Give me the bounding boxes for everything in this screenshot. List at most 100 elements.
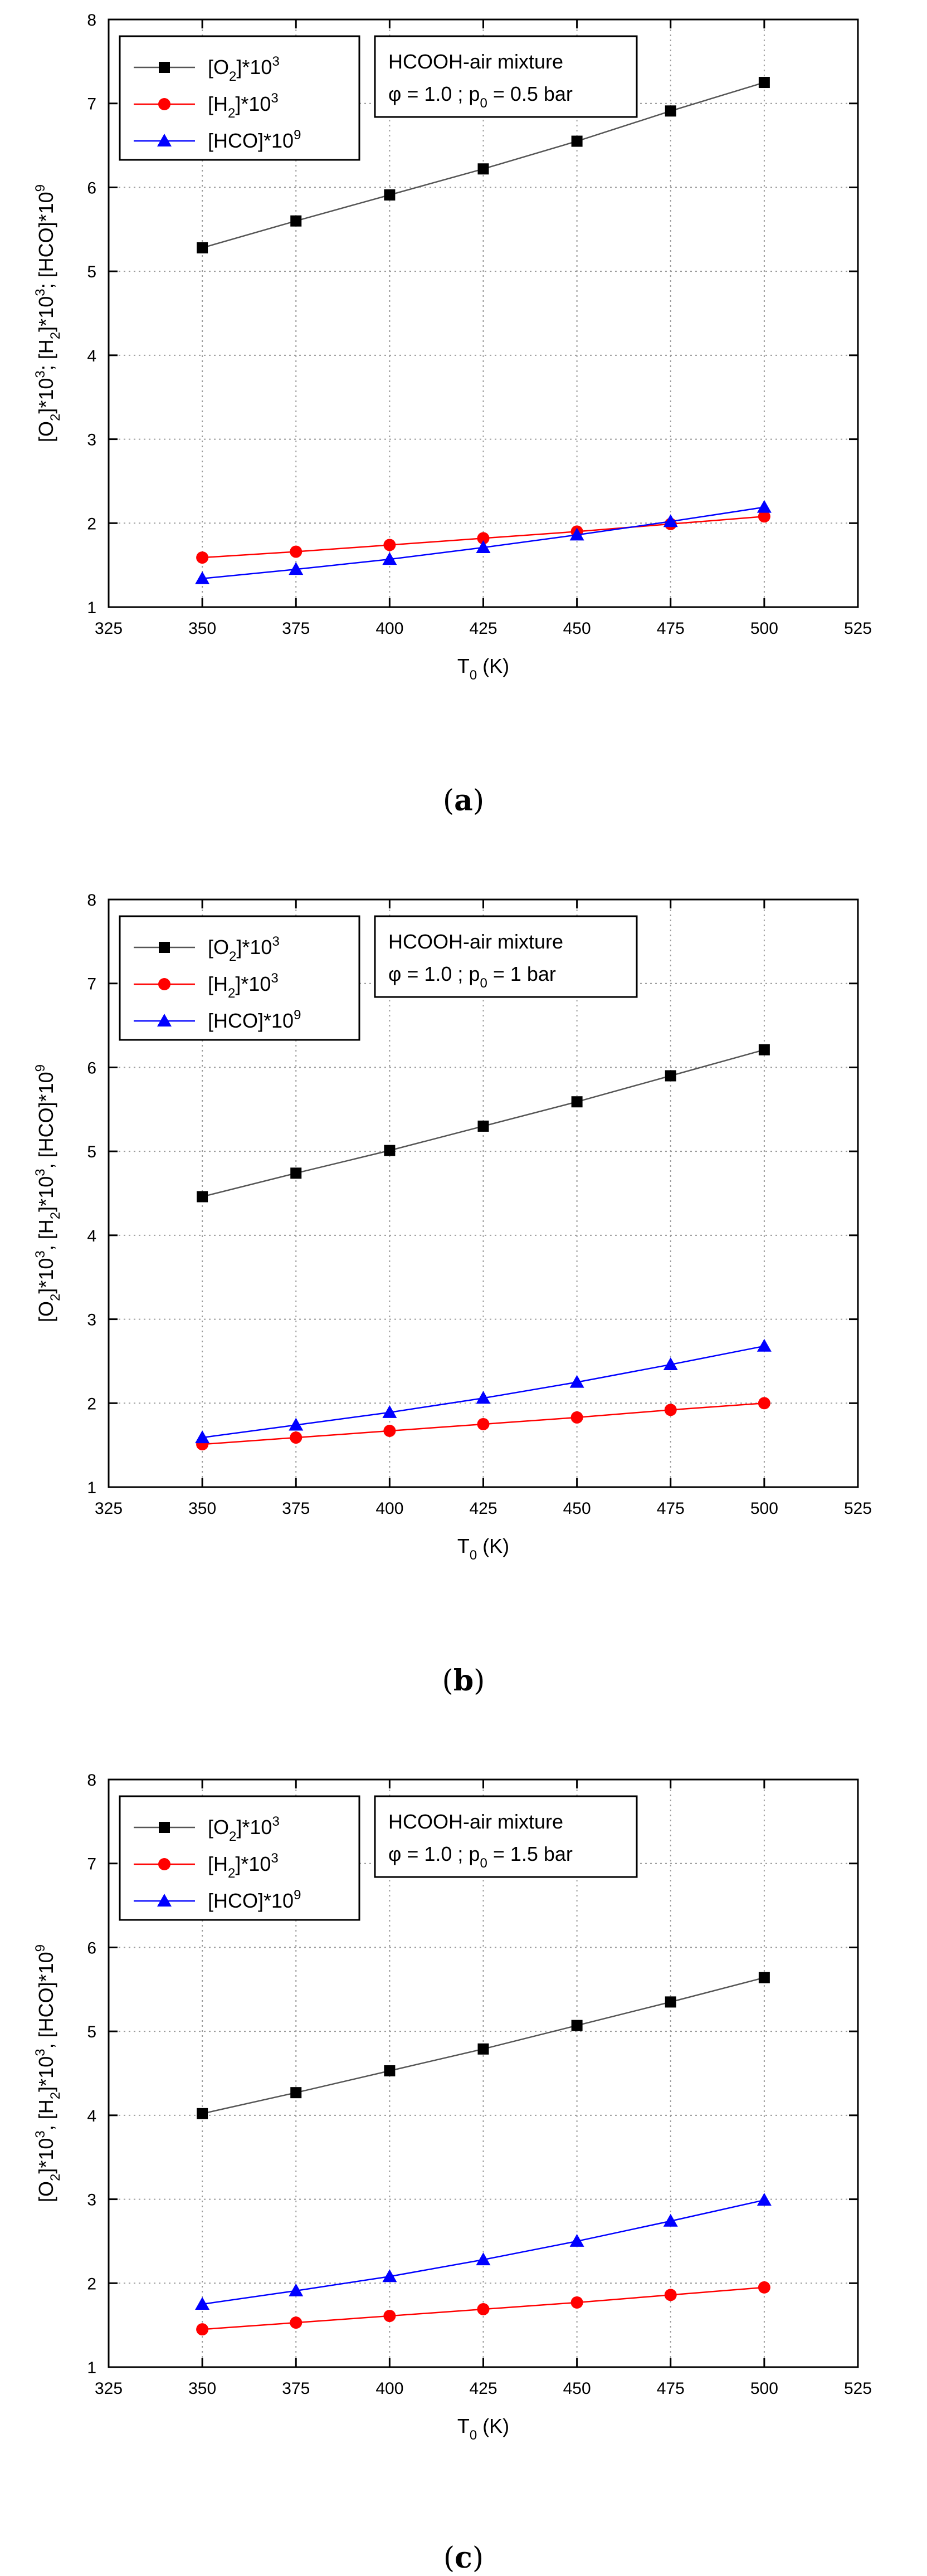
series-3 [195, 500, 772, 584]
annotation: HCOOH-air mixture φ = 1.0 ; p0 = 1.5 bar [374, 1795, 638, 1878]
data-point [289, 562, 304, 575]
legend: [O2]*103 [H2]*103 [HCO]*109 [119, 35, 360, 161]
legend-label: [HCO]*109 [208, 128, 301, 152]
data-point [758, 1044, 770, 1055]
data-point [382, 1405, 397, 1418]
annotation: HCOOH-air mixture φ = 1.0 ; p0 = 0.5 bar [374, 35, 638, 118]
y-tick-label: 1 [87, 2359, 96, 2377]
x-tick-label: 375 [282, 1499, 310, 1518]
y-tick-label: 5 [87, 1143, 96, 1161]
data-point [477, 2303, 490, 2316]
x-tick-label: 350 [188, 619, 216, 638]
series-2 [196, 510, 770, 564]
x-axis-title: T0 (K) [457, 654, 509, 683]
chart-b: 325 350 375 400 425 450 475 500 525 1 2 3 4 5 6 7 8 T0 (K… [33, 891, 872, 1563]
x-tick-label: 375 [282, 2379, 310, 2398]
y-tick-label: 6 [87, 1939, 96, 1957]
legend-label: [HCO]*109 [208, 1008, 301, 1032]
annotation-line-1: HCOOH-air mixture [388, 930, 563, 953]
annotation-line-2: φ = 1.0 ; p0 = 0.5 bar [388, 82, 573, 111]
y-tick-label: 8 [87, 1771, 96, 1790]
x-tick-label: 500 [750, 1499, 778, 1518]
legend-box [119, 35, 360, 161]
data-point [384, 1145, 396, 1156]
data-point [665, 1996, 676, 2008]
y-tick-label: 1 [87, 599, 96, 617]
y-axis-title: [O2]*103, [H2]*103, [HCO]*109 [33, 1064, 63, 1322]
legend-label: [H2]*103 [208, 971, 279, 1001]
annotation-box [374, 1795, 638, 1878]
annotation: HCOOH-air mixture φ = 1.0 ; p0 = 1 bar [374, 915, 638, 998]
data-point [195, 2296, 210, 2310]
y-tick-label: 1 [87, 1479, 96, 1497]
data-point [663, 514, 678, 527]
annotation-box [374, 35, 638, 118]
legend-marker [159, 62, 170, 73]
y-tick-label: 7 [87, 1855, 96, 1874]
legend-marker [157, 1014, 172, 1027]
x-tick-label: 350 [188, 1499, 216, 1518]
data-point [757, 1338, 772, 1352]
data-point [290, 545, 303, 558]
data-point [477, 1120, 489, 1132]
y-tick-label: 6 [87, 1059, 96, 1077]
x-tick-label: 450 [563, 1499, 591, 1518]
data-point [664, 1404, 677, 1416]
data-point [665, 1070, 676, 1082]
data-point [570, 2296, 583, 2309]
legend-marker [158, 98, 170, 110]
data-point [758, 1397, 770, 1410]
y-tick-label: 2 [87, 2275, 96, 2293]
data-point [384, 189, 396, 201]
data-point [197, 242, 208, 253]
x-tick-label: 350 [188, 2379, 216, 2398]
y-tick-label: 4 [87, 347, 96, 365]
data-point [290, 1167, 302, 1179]
legend-label: [HCO]*109 [208, 1888, 301, 1912]
x-tick-label: 500 [750, 2379, 778, 2398]
caption-b: (b) [442, 1664, 485, 1698]
x-tick-label: 450 [563, 2379, 591, 2398]
x-axis-title: T0 (K) [457, 1534, 509, 1563]
y-tick-label: 2 [87, 1395, 96, 1413]
data-point [571, 2020, 583, 2031]
x-tick-label: 500 [750, 619, 778, 638]
data-point [197, 2108, 208, 2119]
chart-c: 325 350 375 400 425 450 475 500 525 1 2 3 4 5 6 7 8 T0 (K… [33, 1771, 872, 2443]
data-point [569, 2233, 584, 2247]
series-1 [197, 77, 770, 253]
caption-c: (c) [443, 2541, 484, 2575]
x-tick-label: 425 [469, 1499, 497, 1518]
series-3 [195, 2193, 772, 2310]
data-point [571, 1096, 583, 1108]
data-point [382, 552, 397, 565]
y-axis-title: [O2]*103; [H2]*103; [HCO]*109 [33, 184, 63, 442]
x-tick-label: 400 [375, 1499, 403, 1518]
legend: [O2]*103 [H2]*103 [HCO]*109 [119, 1795, 360, 1921]
data-point [289, 1417, 304, 1431]
data-point [757, 2193, 772, 2206]
series-2 [196, 2281, 770, 2336]
data-point [664, 2289, 677, 2301]
legend-box [119, 915, 360, 1041]
chart-a: 325 350 375 400 425 450 475 500 525 1 2 3 4 5 6 7 8 T0 (K… [33, 11, 872, 683]
data-point [477, 1417, 490, 1430]
data-point [476, 540, 491, 553]
annotation-line-1: HCOOH-air mixture [388, 50, 563, 73]
data-point [663, 1357, 678, 1370]
data-point [290, 215, 302, 227]
x-tick-label: 325 [95, 619, 123, 638]
x-tick-label: 525 [844, 2379, 872, 2398]
annotation-line-2: φ = 1.0 ; p0 = 1.5 bar [388, 1842, 573, 1871]
x-tick-label: 425 [469, 619, 497, 638]
y-tick-label: 4 [87, 1227, 96, 1245]
x-tick-label: 325 [95, 2379, 123, 2398]
data-point [758, 1972, 770, 1983]
legend-label: [O2]*103 [208, 934, 280, 964]
data-point [477, 532, 490, 545]
legend: [O2]*103 [H2]*103 [HCO]*109 [119, 915, 360, 1041]
data-point [382, 2269, 397, 2282]
x-axis-title: T0 (K) [457, 2414, 509, 2443]
data-point [384, 2065, 396, 2076]
series-1 [197, 1972, 770, 2119]
